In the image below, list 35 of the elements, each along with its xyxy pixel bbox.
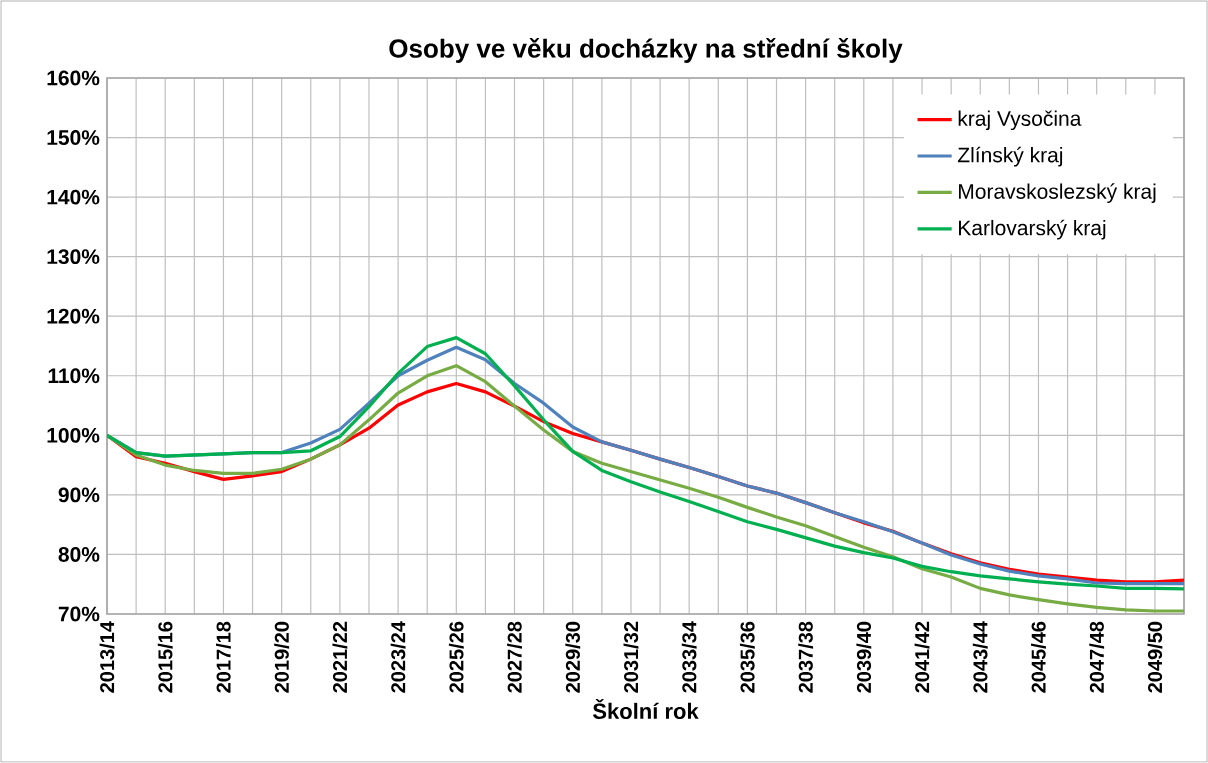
legend-label: Moravskoslezský kraj — [959, 183, 1156, 204]
x-tick-label: 2019/20 — [274, 621, 290, 693]
y-tick-label: 150% — [47, 130, 100, 145]
y-tick-label: 70% — [58, 606, 100, 622]
x-tick-label: 2027/28 — [507, 621, 522, 693]
x-tick-label: 2023/24 — [390, 621, 406, 693]
x-tick-label: 2029/30 — [565, 621, 581, 693]
x-axis-title: Školní rok — [592, 699, 699, 720]
x-tick-label: 2017/18 — [215, 621, 231, 693]
y-tick-label: 130% — [47, 249, 100, 265]
legend-label: kraj Vysočina — [958, 110, 1082, 131]
x-tick-label: 2045/46 — [1031, 621, 1046, 693]
x-tick-label: 2015/16 — [157, 621, 173, 693]
x-tick-label: 2049/50 — [1147, 621, 1163, 693]
x-tick-label: 2031/32 — [623, 621, 639, 693]
x-tick-label: 2035/36 — [739, 621, 755, 693]
y-tick-label: 100% — [47, 427, 100, 443]
x-tick-label: 2037/38 — [798, 621, 814, 693]
y-tick-label: 110% — [48, 368, 100, 384]
x-tick-label: 2013/14 — [99, 621, 115, 693]
y-tick-label: 120% — [47, 308, 100, 324]
x-tick-label: 2041/42 — [914, 621, 930, 693]
x-tick-label: 2025/26 — [448, 621, 464, 693]
x-tick-label: 2039/40 — [856, 621, 872, 693]
y-tick-label: 80% — [58, 547, 100, 562]
x-tick-label: 2033/34 — [681, 621, 697, 693]
x-tick-label: 2021/22 — [332, 621, 348, 693]
x-tick-label: 2047/48 — [1089, 621, 1105, 693]
y-tick-label: 140% — [47, 189, 100, 205]
y-tick-label: 160% — [47, 70, 100, 86]
chart-title: Osoby ve věku docházky na střední školy — [389, 38, 903, 63]
legend-label: Karlovarský kraj — [959, 219, 1106, 240]
legend-label: Zlínský kraj — [957, 146, 1063, 167]
x-tick-label: 2043/44 — [972, 621, 988, 693]
y-tick-label: 90% — [58, 487, 100, 503]
